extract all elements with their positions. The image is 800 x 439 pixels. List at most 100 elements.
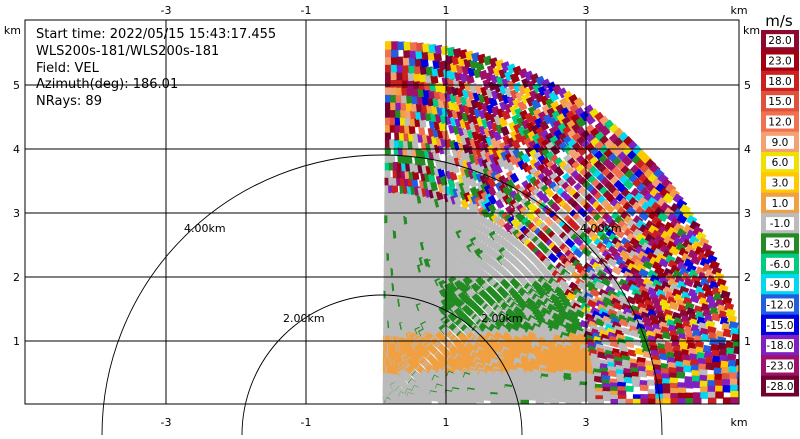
velocity-cell	[494, 198, 505, 210]
velocity-cell	[441, 130, 450, 140]
colorbar-label-bg	[766, 237, 794, 251]
velocity-cell	[403, 49, 412, 59]
ring-label-4km-left: 4.00km	[184, 222, 226, 235]
velocity-cell	[384, 71, 393, 80]
colorbar-unit: m/s	[765, 12, 793, 30]
velocity-cell	[655, 388, 664, 395]
velocity-cell	[584, 114, 596, 126]
velocity-cell	[451, 163, 460, 174]
velocity-cell	[640, 398, 649, 404]
left-tick-5: 5	[13, 79, 20, 92]
velocity-cell	[647, 393, 657, 401]
velocity-cell	[660, 326, 671, 335]
velocity-cell	[735, 365, 739, 374]
velocity-cell	[581, 247, 592, 258]
velocity-cell	[487, 186, 497, 197]
velocity-cell	[573, 97, 585, 109]
velocity-cell	[544, 187, 555, 198]
velocity-cell	[676, 213, 688, 225]
velocity-cell	[576, 295, 587, 305]
colorbar-label: -23.0	[766, 361, 793, 373]
range-ring-2km	[241, 294, 523, 436]
velocity-cell	[390, 48, 399, 58]
colorbar-label-bg	[766, 74, 794, 88]
velocity-cell	[692, 381, 701, 389]
velocity-cell	[632, 398, 642, 404]
velocity-cell	[384, 48, 393, 58]
velocity-cell	[730, 384, 739, 393]
colorbar-label-bg	[766, 176, 794, 190]
velocity-cell	[676, 327, 687, 336]
velocity-cell	[432, 151, 441, 161]
velocity-cell	[420, 58, 429, 68]
velocity-cell	[699, 374, 709, 383]
colorbar-label-bg	[766, 156, 794, 170]
scan-info: Start time: 2022/05/15 15:43:17.455 WLS2…	[36, 27, 276, 109]
velocity-cell	[449, 171, 458, 181]
velocity-cell	[418, 156, 426, 166]
top-tick-neg1: -1	[301, 4, 312, 17]
velocity-cell	[630, 329, 640, 338]
velocity-cell	[676, 371, 686, 379]
velocity-cell	[415, 42, 425, 52]
velocity-cell	[662, 192, 674, 204]
velocity-cell	[654, 383, 664, 391]
velocity-cell	[487, 194, 498, 206]
velocity-cell	[714, 385, 724, 393]
velocity-cell	[448, 70, 458, 80]
velocity-cell	[450, 62, 459, 73]
velocity-cell	[719, 316, 730, 326]
colorbar-label-bg	[766, 34, 794, 48]
velocity-cell	[689, 318, 700, 328]
right-tick-5: 5	[744, 79, 751, 92]
velocity-cell	[415, 50, 424, 60]
velocity-cell	[642, 260, 654, 270]
velocity-cell	[402, 71, 410, 81]
colorbar-label-bg	[766, 217, 794, 231]
velocity-cell	[389, 109, 397, 118]
velocity-cell	[600, 277, 612, 287]
velocity-cell	[697, 322, 708, 331]
velocity-cell	[623, 178, 635, 190]
right-y-ticks: km 5 4 3 2 1	[743, 24, 760, 348]
velocity-cell	[409, 49, 418, 59]
velocity-cell	[447, 100, 457, 111]
velocity-cell	[715, 330, 726, 340]
velocity-cell	[535, 399, 545, 404]
colorbar-label-bg	[766, 359, 794, 373]
velocity-cell	[446, 46, 456, 57]
velocity-cell	[624, 385, 634, 393]
velocity-cell	[384, 41, 393, 50]
velocity-cell	[658, 352, 669, 361]
velocity-cell	[684, 376, 694, 384]
velocity-cell	[566, 175, 577, 187]
velocity-cell	[634, 347, 645, 356]
velocity-cell	[692, 392, 702, 400]
colorbar-label: -6.0	[770, 259, 791, 271]
velocity-cell	[543, 216, 554, 227]
velocity-cell	[460, 400, 470, 404]
velocity-cell	[394, 116, 402, 126]
colorbar-label-bg	[766, 318, 794, 332]
velocity-cell	[384, 86, 392, 95]
velocity-cell	[539, 120, 550, 132]
velocity-cell	[527, 394, 537, 401]
bottom-unit-label: km	[730, 416, 747, 429]
velocity-cell	[714, 379, 724, 388]
velocity-cell	[451, 55, 461, 66]
velocity-cell	[535, 394, 544, 401]
colorbar-label: -15.0	[766, 320, 793, 332]
velocity-cell	[390, 71, 398, 81]
velocity-cell	[733, 345, 739, 355]
velocity-cell	[691, 375, 701, 383]
colorbar-label-bg	[766, 257, 794, 271]
colorbar-label-bg	[766, 54, 794, 68]
velocity-cell	[580, 395, 589, 402]
ring-label-2km-left: 2.00km	[283, 312, 325, 325]
top-unit-label: km	[730, 4, 747, 17]
velocity-cell	[465, 74, 475, 85]
colorbar-label-bg	[766, 379, 794, 393]
velocity-cell	[513, 192, 523, 203]
velocity-cell	[667, 324, 678, 333]
velocity-cell	[461, 65, 471, 76]
